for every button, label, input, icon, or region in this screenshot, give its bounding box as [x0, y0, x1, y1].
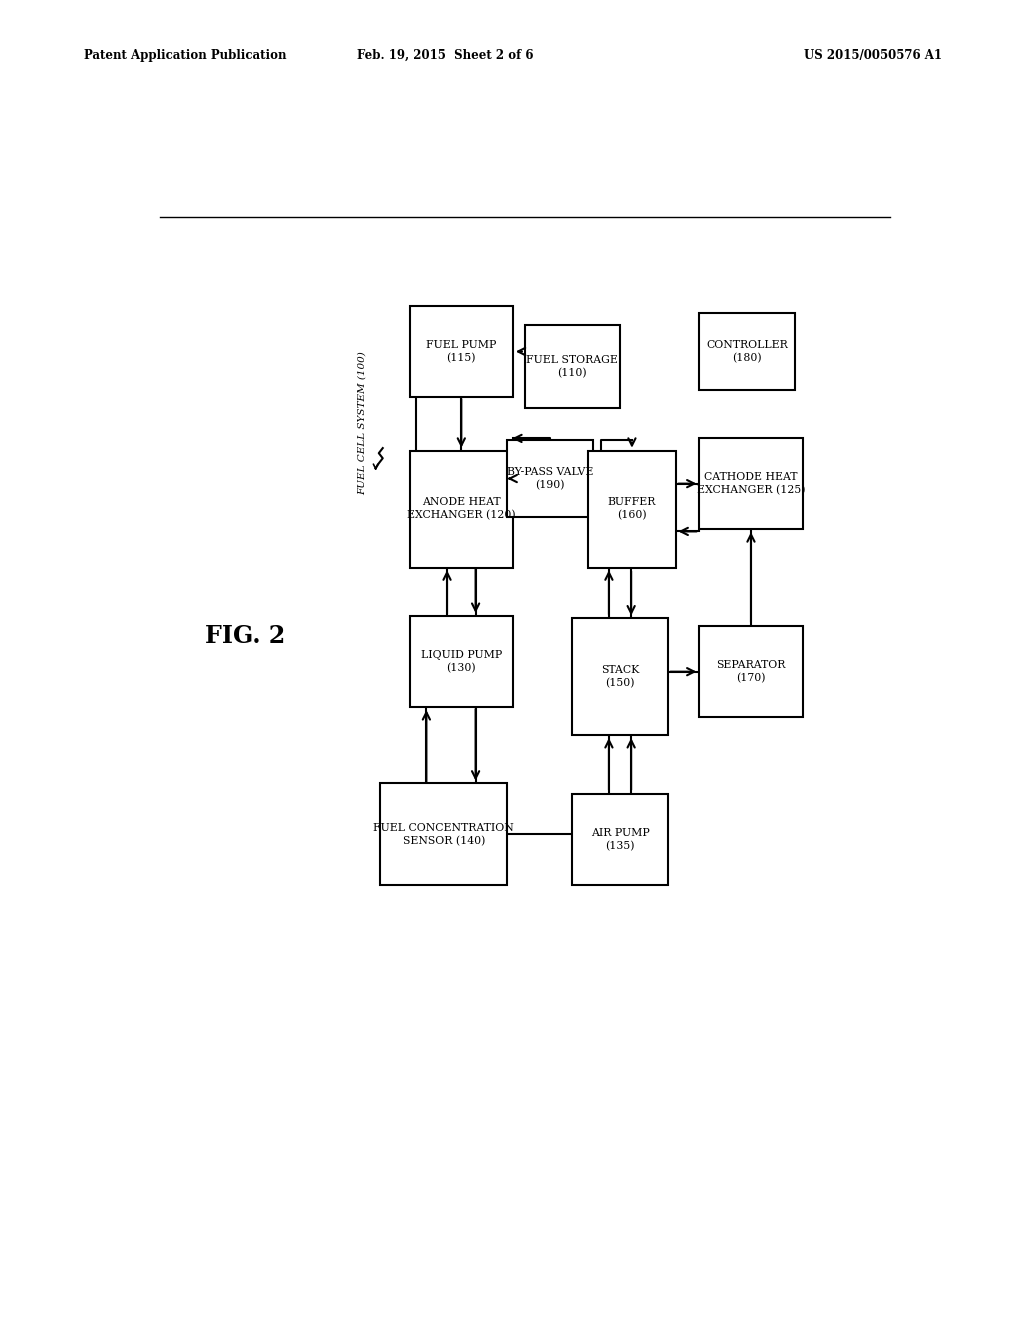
Bar: [507, 441, 593, 516]
Text: AIR PUMP
(135): AIR PUMP (135): [591, 828, 649, 851]
Text: Feb. 19, 2015  Sheet 2 of 6: Feb. 19, 2015 Sheet 2 of 6: [357, 49, 534, 62]
Text: US 2015/0050576 A1: US 2015/0050576 A1: [804, 49, 942, 62]
Text: CATHODE HEAT
EXCHANGER (125): CATHODE HEAT EXCHANGER (125): [696, 473, 805, 495]
Bar: [410, 306, 513, 397]
Bar: [380, 784, 507, 886]
Text: FUEL PUMP
(115): FUEL PUMP (115): [426, 341, 497, 363]
Bar: [699, 313, 795, 389]
Text: FUEL CELL SYSTEM (100): FUEL CELL SYSTEM (100): [357, 351, 367, 495]
Text: STACK
(150): STACK (150): [601, 665, 639, 688]
Bar: [588, 450, 676, 568]
Text: BUFFER
(160): BUFFER (160): [608, 498, 656, 520]
Text: FUEL CONCENTRATION
SENSOR (140): FUEL CONCENTRATION SENSOR (140): [374, 822, 514, 846]
Text: Patent Application Publication: Patent Application Publication: [84, 49, 287, 62]
Bar: [410, 450, 513, 568]
Text: FIG. 2: FIG. 2: [206, 624, 286, 648]
Text: FUEL STORAGE
(110): FUEL STORAGE (110): [526, 355, 618, 379]
Text: CONTROLLER
(180): CONTROLLER (180): [707, 341, 787, 363]
Bar: [524, 325, 620, 408]
Bar: [699, 438, 803, 529]
Text: BY-PASS VALVE
(190): BY-PASS VALVE (190): [507, 467, 593, 490]
Bar: [410, 615, 513, 708]
Text: LIQUID PUMP
(130): LIQUID PUMP (130): [421, 649, 502, 673]
Bar: [699, 626, 803, 718]
Bar: [572, 618, 668, 735]
Bar: [572, 793, 668, 886]
Text: SEPARATOR
(170): SEPARATOR (170): [717, 660, 785, 684]
Text: ANODE HEAT
EXCHANGER (120): ANODE HEAT EXCHANGER (120): [407, 498, 516, 520]
